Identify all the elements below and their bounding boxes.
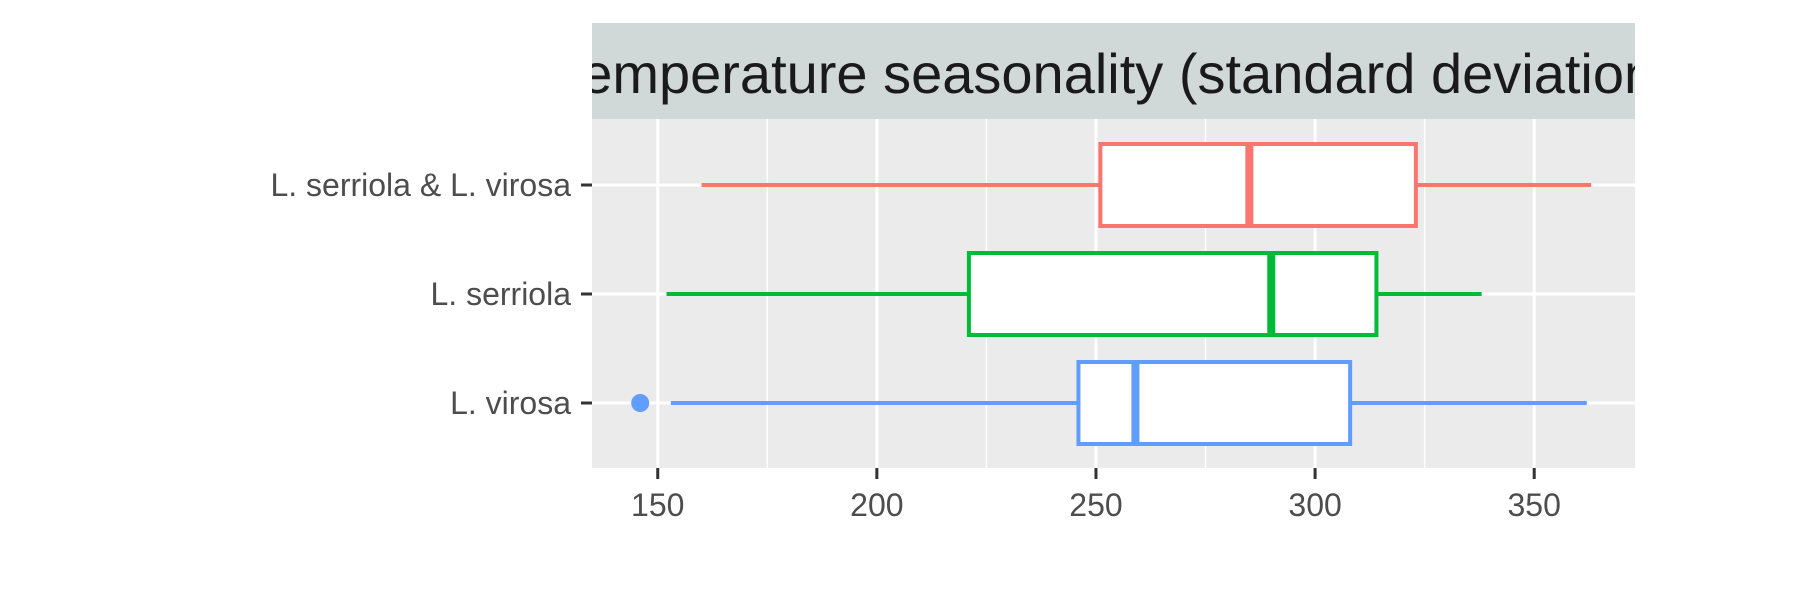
box-l-serriola xyxy=(666,251,1482,337)
x-tick-label: 150 xyxy=(631,487,684,523)
x-tick-label: 250 xyxy=(1069,487,1122,523)
axes: L. serriola & L. virosa L. serriola L. vir… xyxy=(270,167,1560,523)
box-l-virosa xyxy=(631,360,1587,446)
outlier-point xyxy=(631,394,650,412)
box-marks xyxy=(631,142,1592,446)
box-l-serriola-l-virosa xyxy=(701,142,1592,228)
iqr-box xyxy=(966,251,1379,337)
y-tick-label: L. virosa xyxy=(450,385,571,421)
facet-strip: Temperature seasonality (standard deviat… xyxy=(553,23,1674,119)
y-tick-label: L. serriola xyxy=(431,276,572,312)
y-tick-label: L. serriola & L. virosa xyxy=(270,167,571,203)
iqr-box xyxy=(1098,142,1418,228)
iqr-box xyxy=(1076,360,1353,446)
x-tick-label: 350 xyxy=(1508,487,1561,523)
facet-title: Temperature seasonality (standard deviat… xyxy=(553,42,1674,105)
facet-strip-background xyxy=(592,23,1635,119)
x-tick-label: 300 xyxy=(1288,487,1341,523)
x-tick-label: 200 xyxy=(850,487,903,523)
